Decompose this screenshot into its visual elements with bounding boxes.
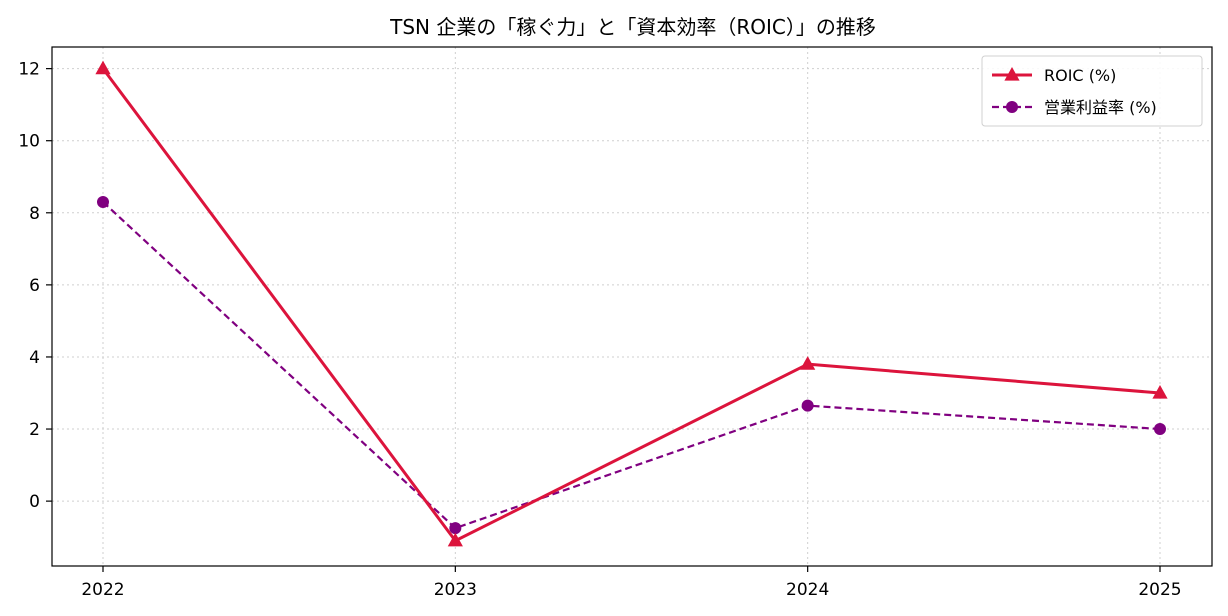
series-group (97, 195, 1166, 535)
x-tick-label: 2023 (434, 580, 477, 600)
chart-title: TSN 企業の「稼ぐ力」と「資本効率（ROIC）」の推移 (389, 15, 876, 39)
legend: ROIC (%) 営業利益率 (%) (981, 55, 1203, 127)
plot-frame (51, 46, 1213, 567)
legend-label: ROIC (%) (1044, 66, 1116, 85)
y-tick-label: 4 (29, 348, 40, 368)
series-line (101, 67, 1161, 543)
data-point-circle (97, 195, 109, 208)
data-point-circle (801, 399, 814, 412)
data-point-circle (1154, 423, 1166, 436)
legend-label: 営業利益率 (%) (1044, 98, 1157, 117)
y-tick-label: 0 (29, 492, 40, 512)
y-tick-label: 2 (29, 420, 40, 440)
x-tick-label: 2024 (786, 580, 829, 600)
y-tick-label: 12 (18, 60, 40, 80)
data-point-triangle (1152, 385, 1168, 399)
data-point-triangle (447, 532, 463, 547)
x-tick-label: 2025 (1138, 580, 1181, 600)
series-line (102, 201, 1161, 530)
data-point-circle (1006, 101, 1018, 113)
data-point-triangle (800, 356, 816, 370)
grid-lines (52, 47, 1212, 566)
y-tick-label: 6 (29, 276, 40, 296)
axis-ticks: 2022 2023 2024 2025 0 2 4 6 8 10 12 (18, 60, 1181, 600)
legend-box (981, 55, 1203, 127)
y-tick-label: 10 (18, 132, 40, 152)
x-tick-label: 2022 (81, 580, 124, 600)
series-layer (95, 60, 1168, 547)
y-tick-label: 8 (29, 204, 40, 224)
data-point-triangle (95, 60, 111, 75)
data-point-circle (449, 522, 462, 535)
data-point-triangle (1004, 67, 1020, 81)
series-group (95, 60, 1168, 547)
